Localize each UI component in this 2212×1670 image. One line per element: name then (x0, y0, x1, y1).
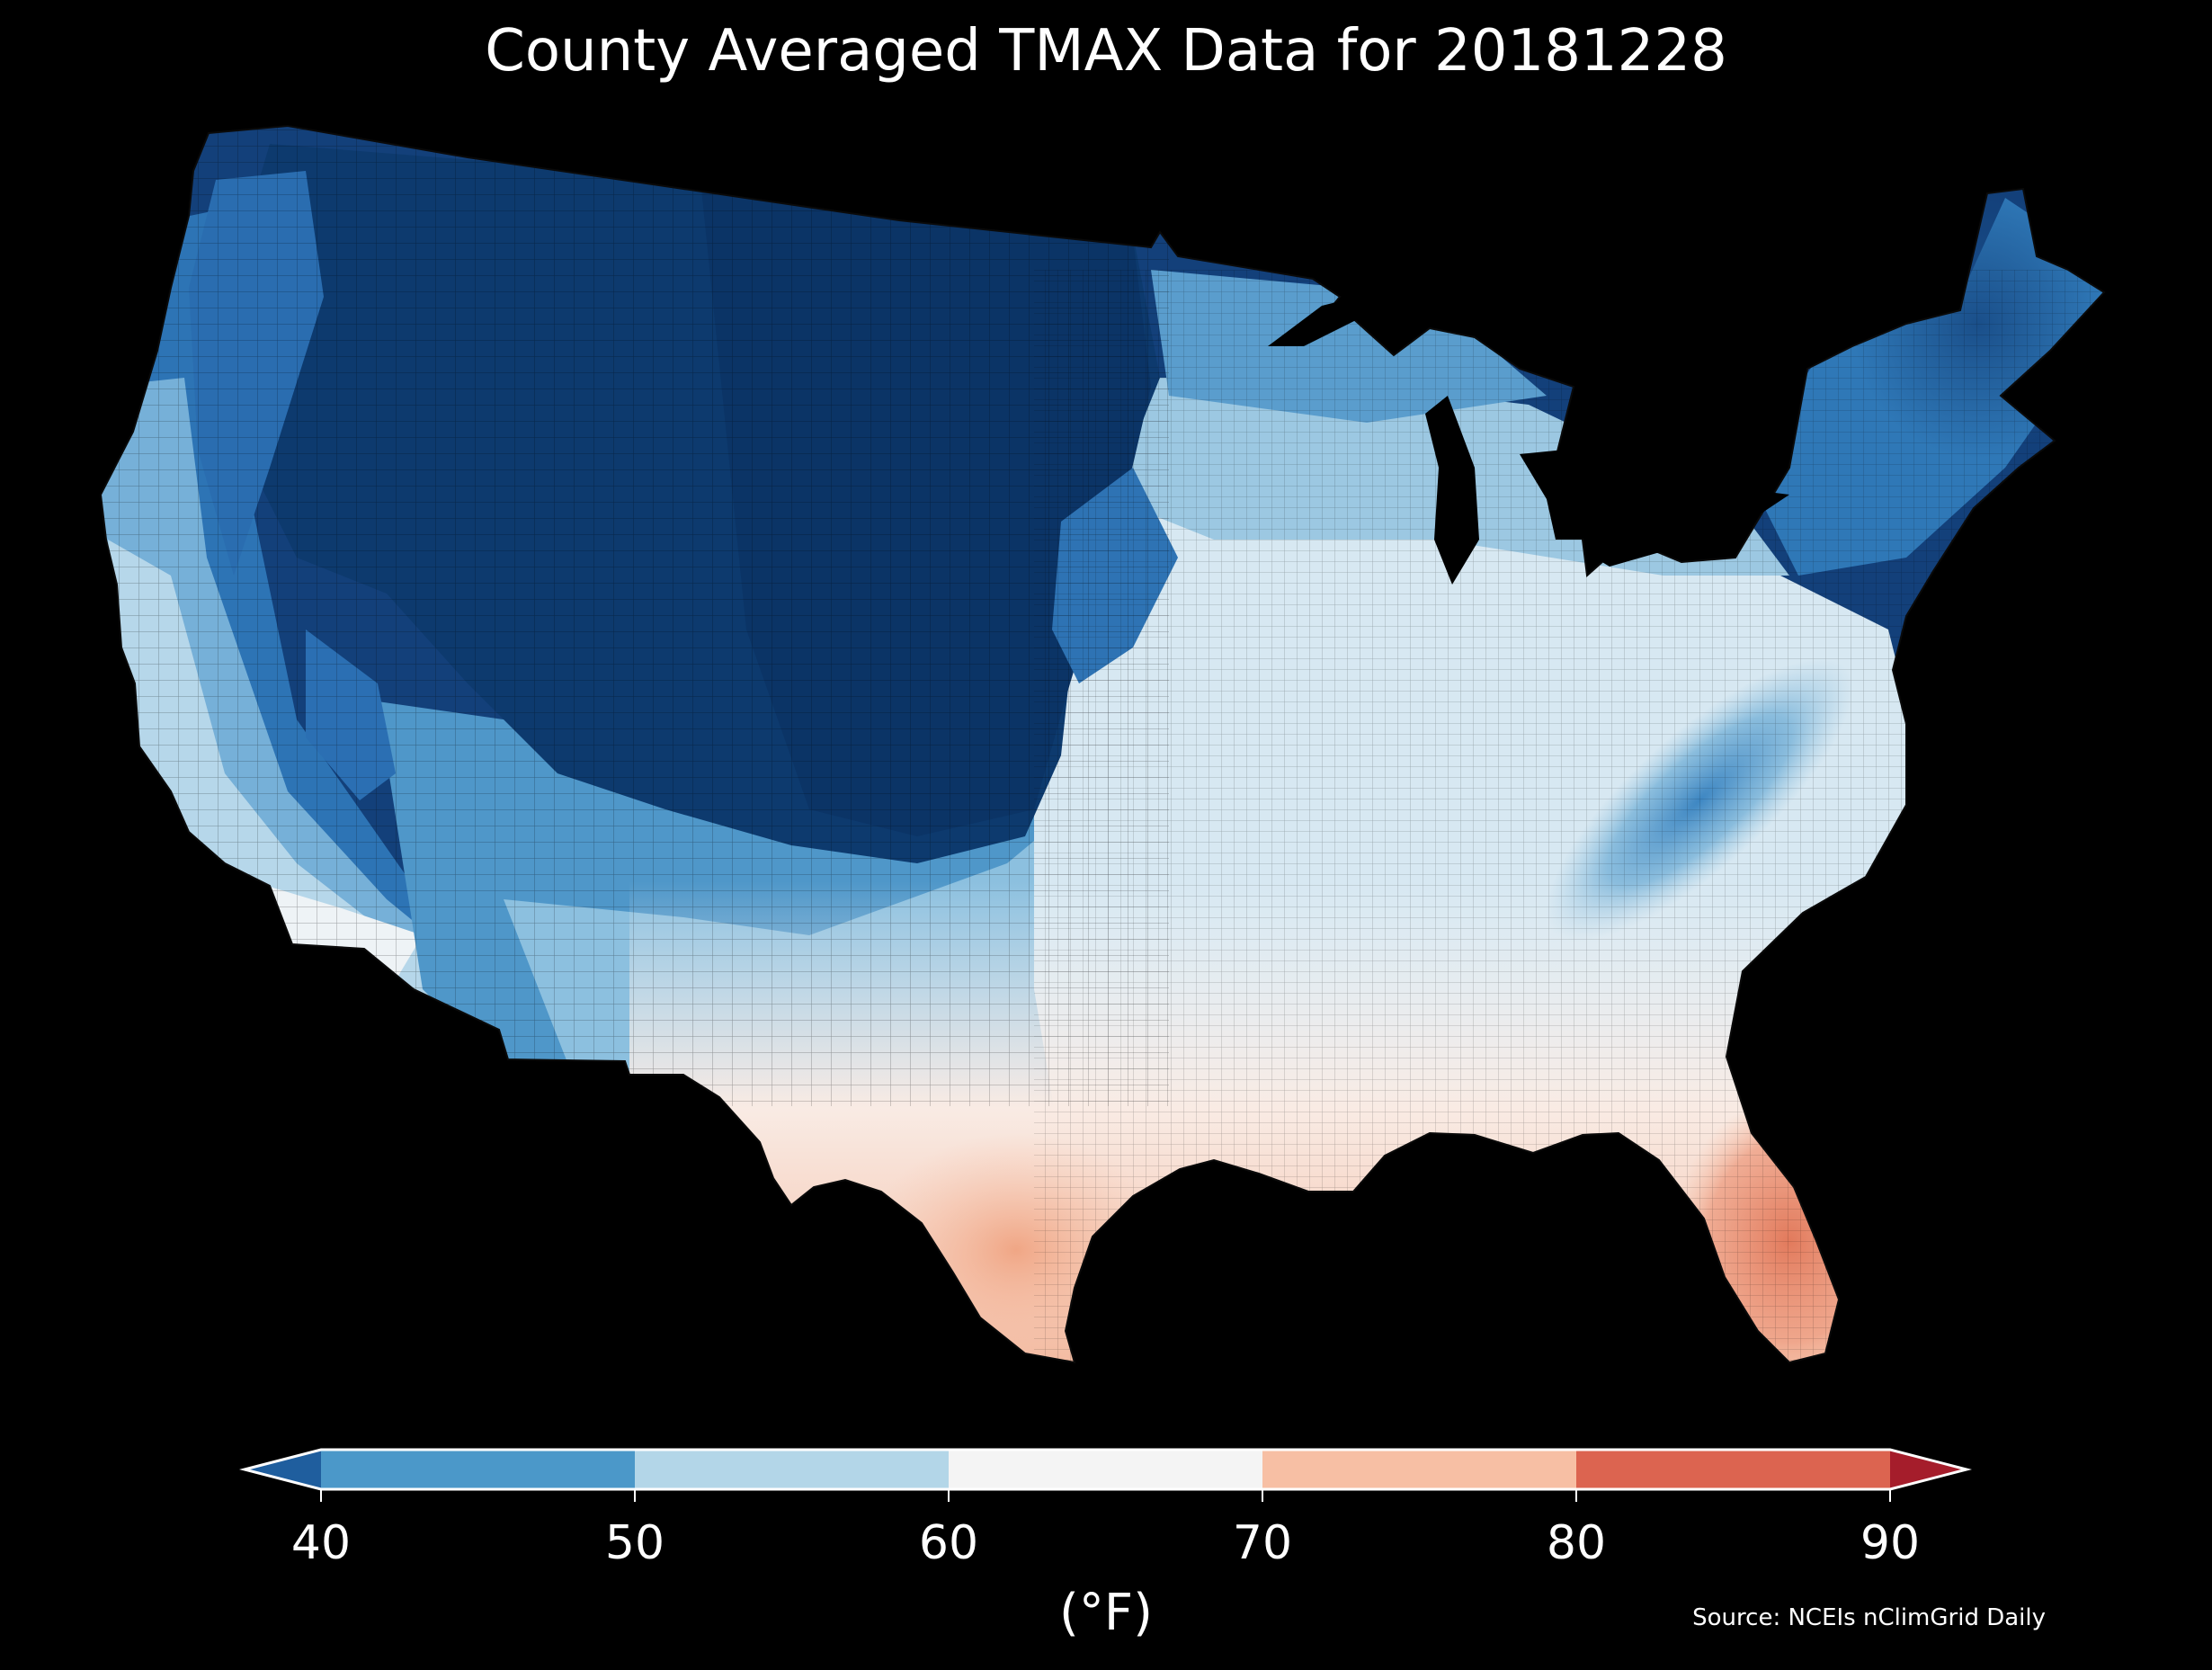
us-county-map (100, 125, 2105, 1363)
colorbar-tick-80: 80 (1547, 1516, 1606, 1570)
lake-michigan (1425, 396, 1479, 585)
colorbar-extend-low (245, 1450, 321, 1489)
lake-superior (1268, 292, 1376, 346)
colorbar-tick-50: 50 (605, 1516, 664, 1570)
colorbar-tick-70: 70 (1233, 1516, 1292, 1570)
lake-ontario (1708, 490, 1789, 514)
colorbar-extend-high (1890, 1450, 1967, 1489)
colorbar-bin-80-90 (1576, 1450, 1890, 1489)
county-lines-west (101, 126, 1169, 1106)
colorbar-tick-40: 40 (291, 1516, 351, 1570)
lake-erie (1587, 526, 1690, 567)
county-lines-east (1034, 270, 2104, 1362)
colorbar-unit-label: (°F) (1059, 1584, 1153, 1642)
chart-title: County Averaged TMAX Data for 20181228 (485, 18, 1727, 85)
lake-huron (1520, 450, 1592, 540)
colorbar-bin-40-50 (321, 1450, 635, 1489)
colorbar-bin-70-80 (1262, 1450, 1576, 1489)
source-credit: Source: NCEIs nClimGrid Daily (1692, 1604, 2046, 1631)
colorbar-bin-50-60 (635, 1450, 949, 1489)
colorbar-tick-labels: 40 50 60 70 80 90 (291, 1516, 1920, 1570)
colorbar (239, 1448, 1972, 1502)
colorbar-tick-60: 60 (919, 1516, 978, 1570)
colorbar-tick-90: 90 (1860, 1516, 1920, 1570)
great-lakes (1268, 292, 1789, 585)
temperature-field (101, 126, 2104, 1362)
colorbar-bin-60-70 (949, 1450, 1262, 1489)
